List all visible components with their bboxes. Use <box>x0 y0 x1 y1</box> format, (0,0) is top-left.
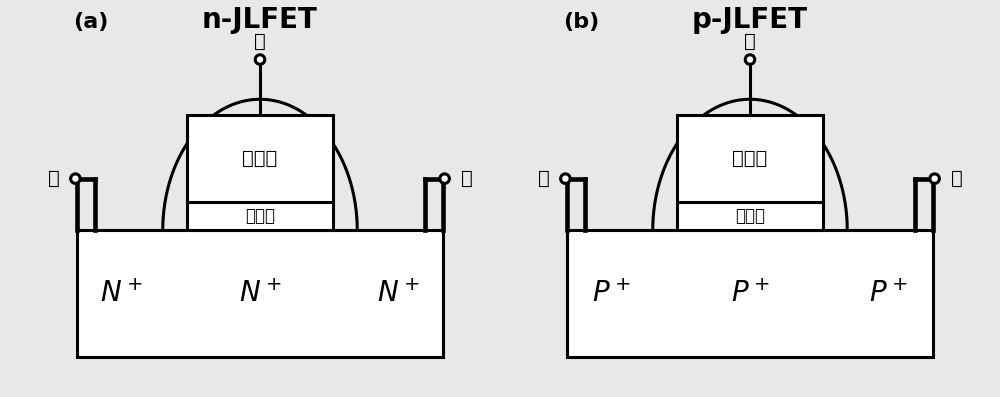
Text: 漏: 漏 <box>951 169 962 188</box>
Text: $N^+$: $N^+$ <box>100 280 143 308</box>
Text: n-JLFET: n-JLFET <box>202 6 318 34</box>
Text: 漏: 漏 <box>461 169 472 188</box>
Text: p-JLFET: p-JLFET <box>692 6 808 34</box>
Text: $P^+$: $P^+$ <box>592 280 631 308</box>
Bar <box>677 202 823 230</box>
Text: (a): (a) <box>73 12 109 32</box>
Text: (b): (b) <box>563 12 600 32</box>
Text: $N^+$: $N^+$ <box>377 280 420 308</box>
Text: $N^+$: $N^+$ <box>239 280 281 308</box>
Text: 栊: 栊 <box>254 32 266 51</box>
Text: 栊电极: 栊电极 <box>732 149 768 168</box>
Bar <box>187 115 333 202</box>
Text: 栊介质: 栊介质 <box>245 207 275 225</box>
Bar <box>567 230 933 357</box>
Circle shape <box>255 55 265 64</box>
Text: 栊电极: 栊电极 <box>242 149 278 168</box>
Text: 栊: 栊 <box>744 32 756 51</box>
Circle shape <box>71 174 80 183</box>
Circle shape <box>930 174 939 183</box>
Bar <box>77 230 443 357</box>
Text: 栊介质: 栊介质 <box>735 207 765 225</box>
Bar <box>187 202 333 230</box>
Text: $P^+$: $P^+$ <box>731 280 769 308</box>
Circle shape <box>561 174 570 183</box>
Text: $P^+$: $P^+$ <box>869 280 908 308</box>
Circle shape <box>440 174 449 183</box>
Circle shape <box>745 55 755 64</box>
Bar <box>677 115 823 202</box>
Text: 源: 源 <box>538 169 549 188</box>
Text: 源: 源 <box>48 169 59 188</box>
